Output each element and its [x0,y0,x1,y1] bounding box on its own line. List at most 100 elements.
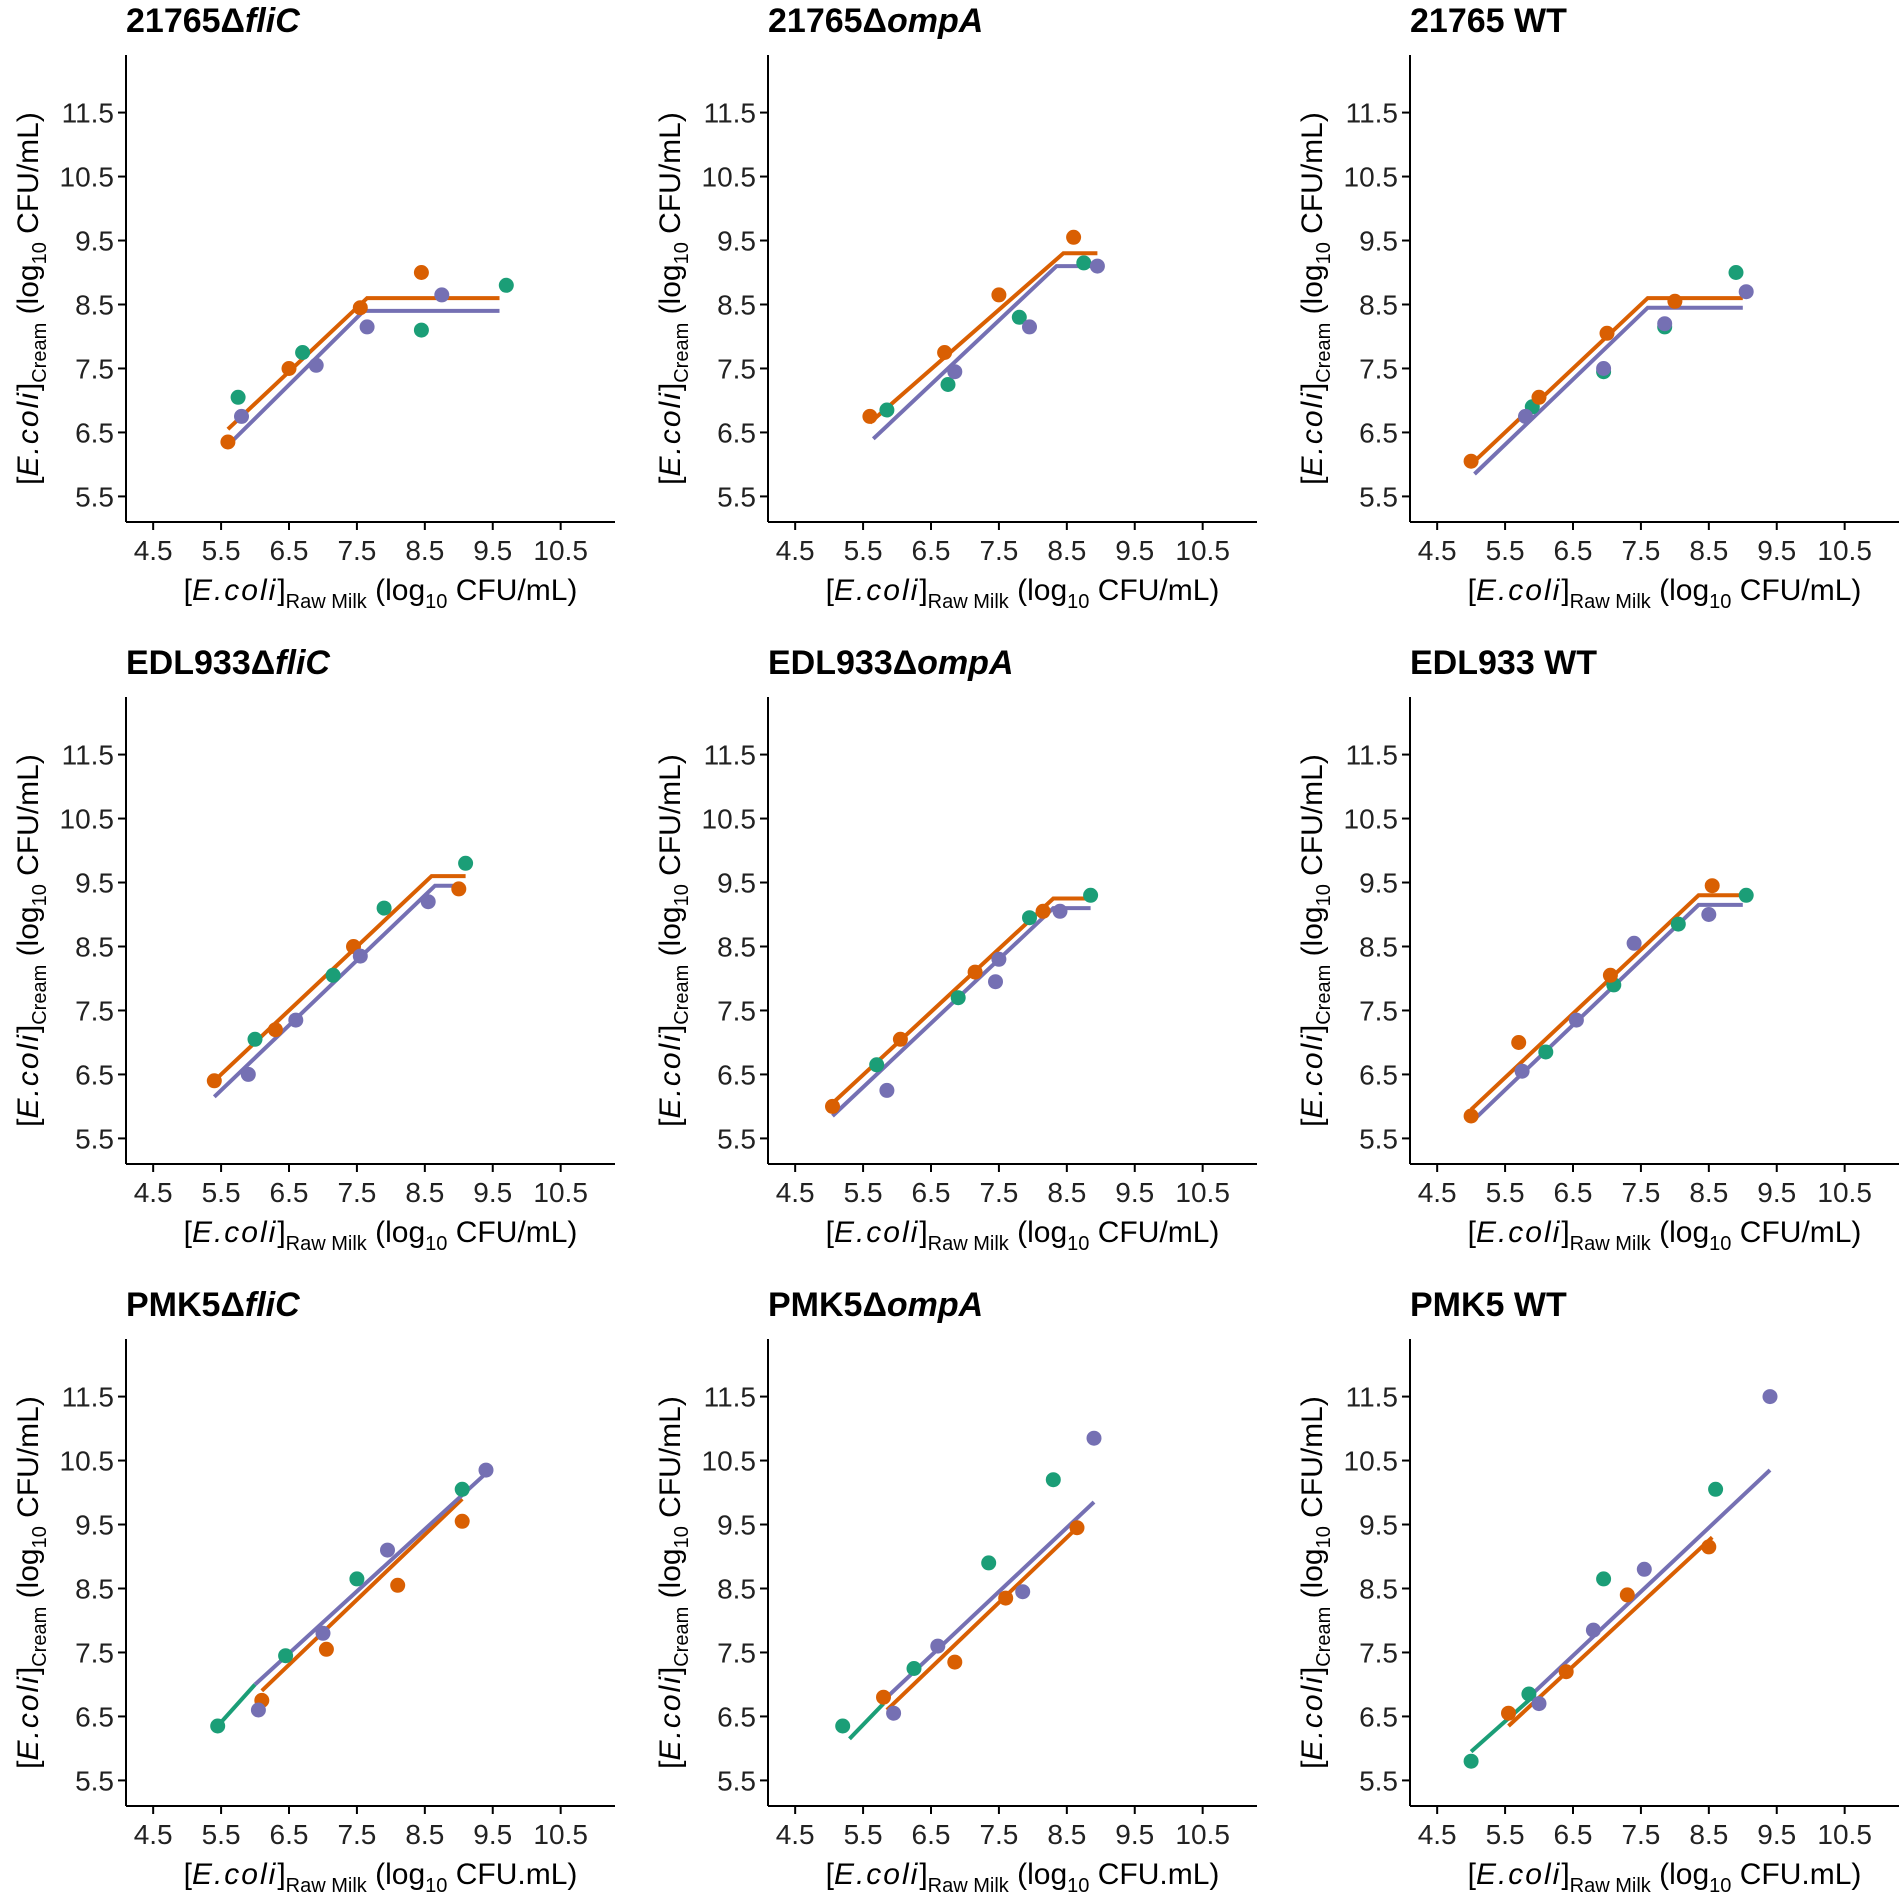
data-point-green [349,1571,365,1587]
y-label-species: E.coli [12,1033,45,1118]
x-tick-label: 10.5 [1817,1177,1872,1208]
fit-line-purple [871,264,1098,441]
y-label-subscript: Cream [29,323,51,383]
chart-title: PMK5ΔompA [768,1286,983,1324]
y-tick-label: 9.5 [75,226,114,257]
x-axis-label: [E.coli]Raw Milk (log10 CFU.mL) [826,1858,1220,1894]
data-point-purple [1518,408,1533,424]
x-tick-label: 6.5 [270,1819,309,1850]
x-label-subscript: Raw Milk [286,591,368,613]
data-point-orange [1667,293,1683,309]
x-tick-label: 10.5 [1175,535,1230,566]
y-tick-label: 11.5 [1346,740,1398,771]
y-label-species: E.coli [12,391,45,476]
y-tick-label: 5.5 [1359,1123,1398,1154]
x-tick-label: 7.5 [337,1177,376,1208]
y-label-unit: CFU/mL) [1296,112,1329,242]
fit-line-purple [1527,1468,1772,1699]
fit-line-purple [253,1471,488,1686]
y-tick-label: 6.5 [1359,1701,1398,1732]
y-label-unit-sub: 10 [29,1526,51,1548]
data-point-green [458,855,474,871]
x-axis-label: [E.coli]Raw Milk (log10 CFU/mL) [1468,1216,1862,1255]
data-point-orange [998,1590,1014,1606]
data-point-purple [420,894,436,910]
x-label-unit-sub: 10 [1067,1233,1089,1255]
y-label-subscript: Cream [671,965,693,1025]
y-axis-label: [E.coli]Cream (log10 CFU/mL) [1296,1396,1335,1769]
data-point-orange [352,300,368,316]
y-label-bracket: [ [12,1760,45,1769]
fit-line-orange [260,1497,464,1693]
y-label-species: E.coli [12,1675,45,1760]
x-tick-label: 5.5 [1486,1819,1525,1850]
y-tick-label: 5.5 [1359,1765,1398,1796]
y-label-bracket: ] [1296,383,1329,391]
y-tick-label: 8.5 [1359,1573,1398,1604]
chart-title-text: 21765 WT [1410,2,1567,40]
y-label-bracket: ] [654,1025,687,1033]
x-tick-label: 6.5 [1554,1819,1593,1850]
data-point-green [869,1057,885,1073]
y-tick-label: 9.5 [75,1510,114,1541]
fit-line-purple [212,883,463,1099]
x-label-species: E.coli [192,1858,277,1891]
y-tick-label: 9.5 [75,868,114,899]
data-point-orange [1069,1520,1085,1536]
data-point-purple [315,1625,331,1641]
x-tick-label: 5.5 [1486,535,1525,566]
y-label-bracket: [ [12,476,45,485]
y-label-unit: CFU/mL) [12,112,45,242]
data-point-orange [1602,967,1618,983]
data-point-green [498,277,514,293]
chart-title-text: PMK5 WT [1410,1286,1567,1324]
x-tick-label: 10.5 [1175,1819,1230,1850]
data-point-orange [947,1654,963,1670]
x-tick-label: 5.5 [202,1177,241,1208]
data-point-purple [879,1082,895,1098]
chart-title-text: 21765Δ [768,2,887,40]
data-point-orange [991,287,1007,303]
chart-title-gene: ompA [887,1286,983,1324]
y-label-subscript: Cream [1313,323,1335,383]
x-label-bracket: ] [277,1858,285,1891]
data-point-green [295,345,311,360]
y-tick-label: 5.5 [75,481,114,512]
y-tick-label: 8.5 [1359,931,1398,962]
fit-line-orange [1507,1535,1714,1728]
x-tick-label: 8.5 [405,1819,444,1850]
x-label-bracket: [ [1468,574,1477,607]
data-point-purple [1738,284,1754,300]
x-label-subscript: Raw Milk [1570,1233,1652,1255]
x-label-species: E.coli [834,574,919,607]
chart-title: EDL933ΔfliC [126,644,330,682]
x-tick-label: 10.5 [533,535,588,566]
x-label-bracket: [ [1468,1216,1477,1249]
x-tick-label: 8.5 [1689,1177,1728,1208]
x-label-species: E.coli [1476,1216,1561,1249]
data-point-purple [930,1638,946,1654]
y-label-unit: CFU/mL) [654,1396,687,1526]
x-label-subscript: Raw Milk [928,591,1010,613]
y-tick-label: 9.5 [717,1510,756,1541]
y-tick-label: 7.5 [75,1637,114,1668]
x-axis-label: [E.coli]Raw Milk (log10 CFU/mL) [184,574,578,613]
chart-title: PMK5ΔfliC [126,1286,300,1324]
data-point-green [454,1481,470,1497]
data-point-green [1083,887,1099,903]
data-point-green [950,990,966,1006]
x-tick-label: 4.5 [776,1819,815,1850]
data-point-purple [1657,316,1673,332]
data-point-purple [352,948,368,964]
data-point-orange [862,408,878,424]
x-tick-label: 7.5 [979,1819,1018,1850]
data-point-purple [308,357,324,373]
y-label-bracket: ] [1296,1667,1329,1675]
data-point-orange [206,1073,222,1089]
y-label-unit-sub: 10 [1313,884,1335,906]
data-point-purple [1015,1584,1031,1600]
y-label-unit-sub: 10 [671,1526,693,1548]
x-tick-label: 6.5 [270,1177,309,1208]
y-tick-label: 7.5 [75,995,114,1026]
